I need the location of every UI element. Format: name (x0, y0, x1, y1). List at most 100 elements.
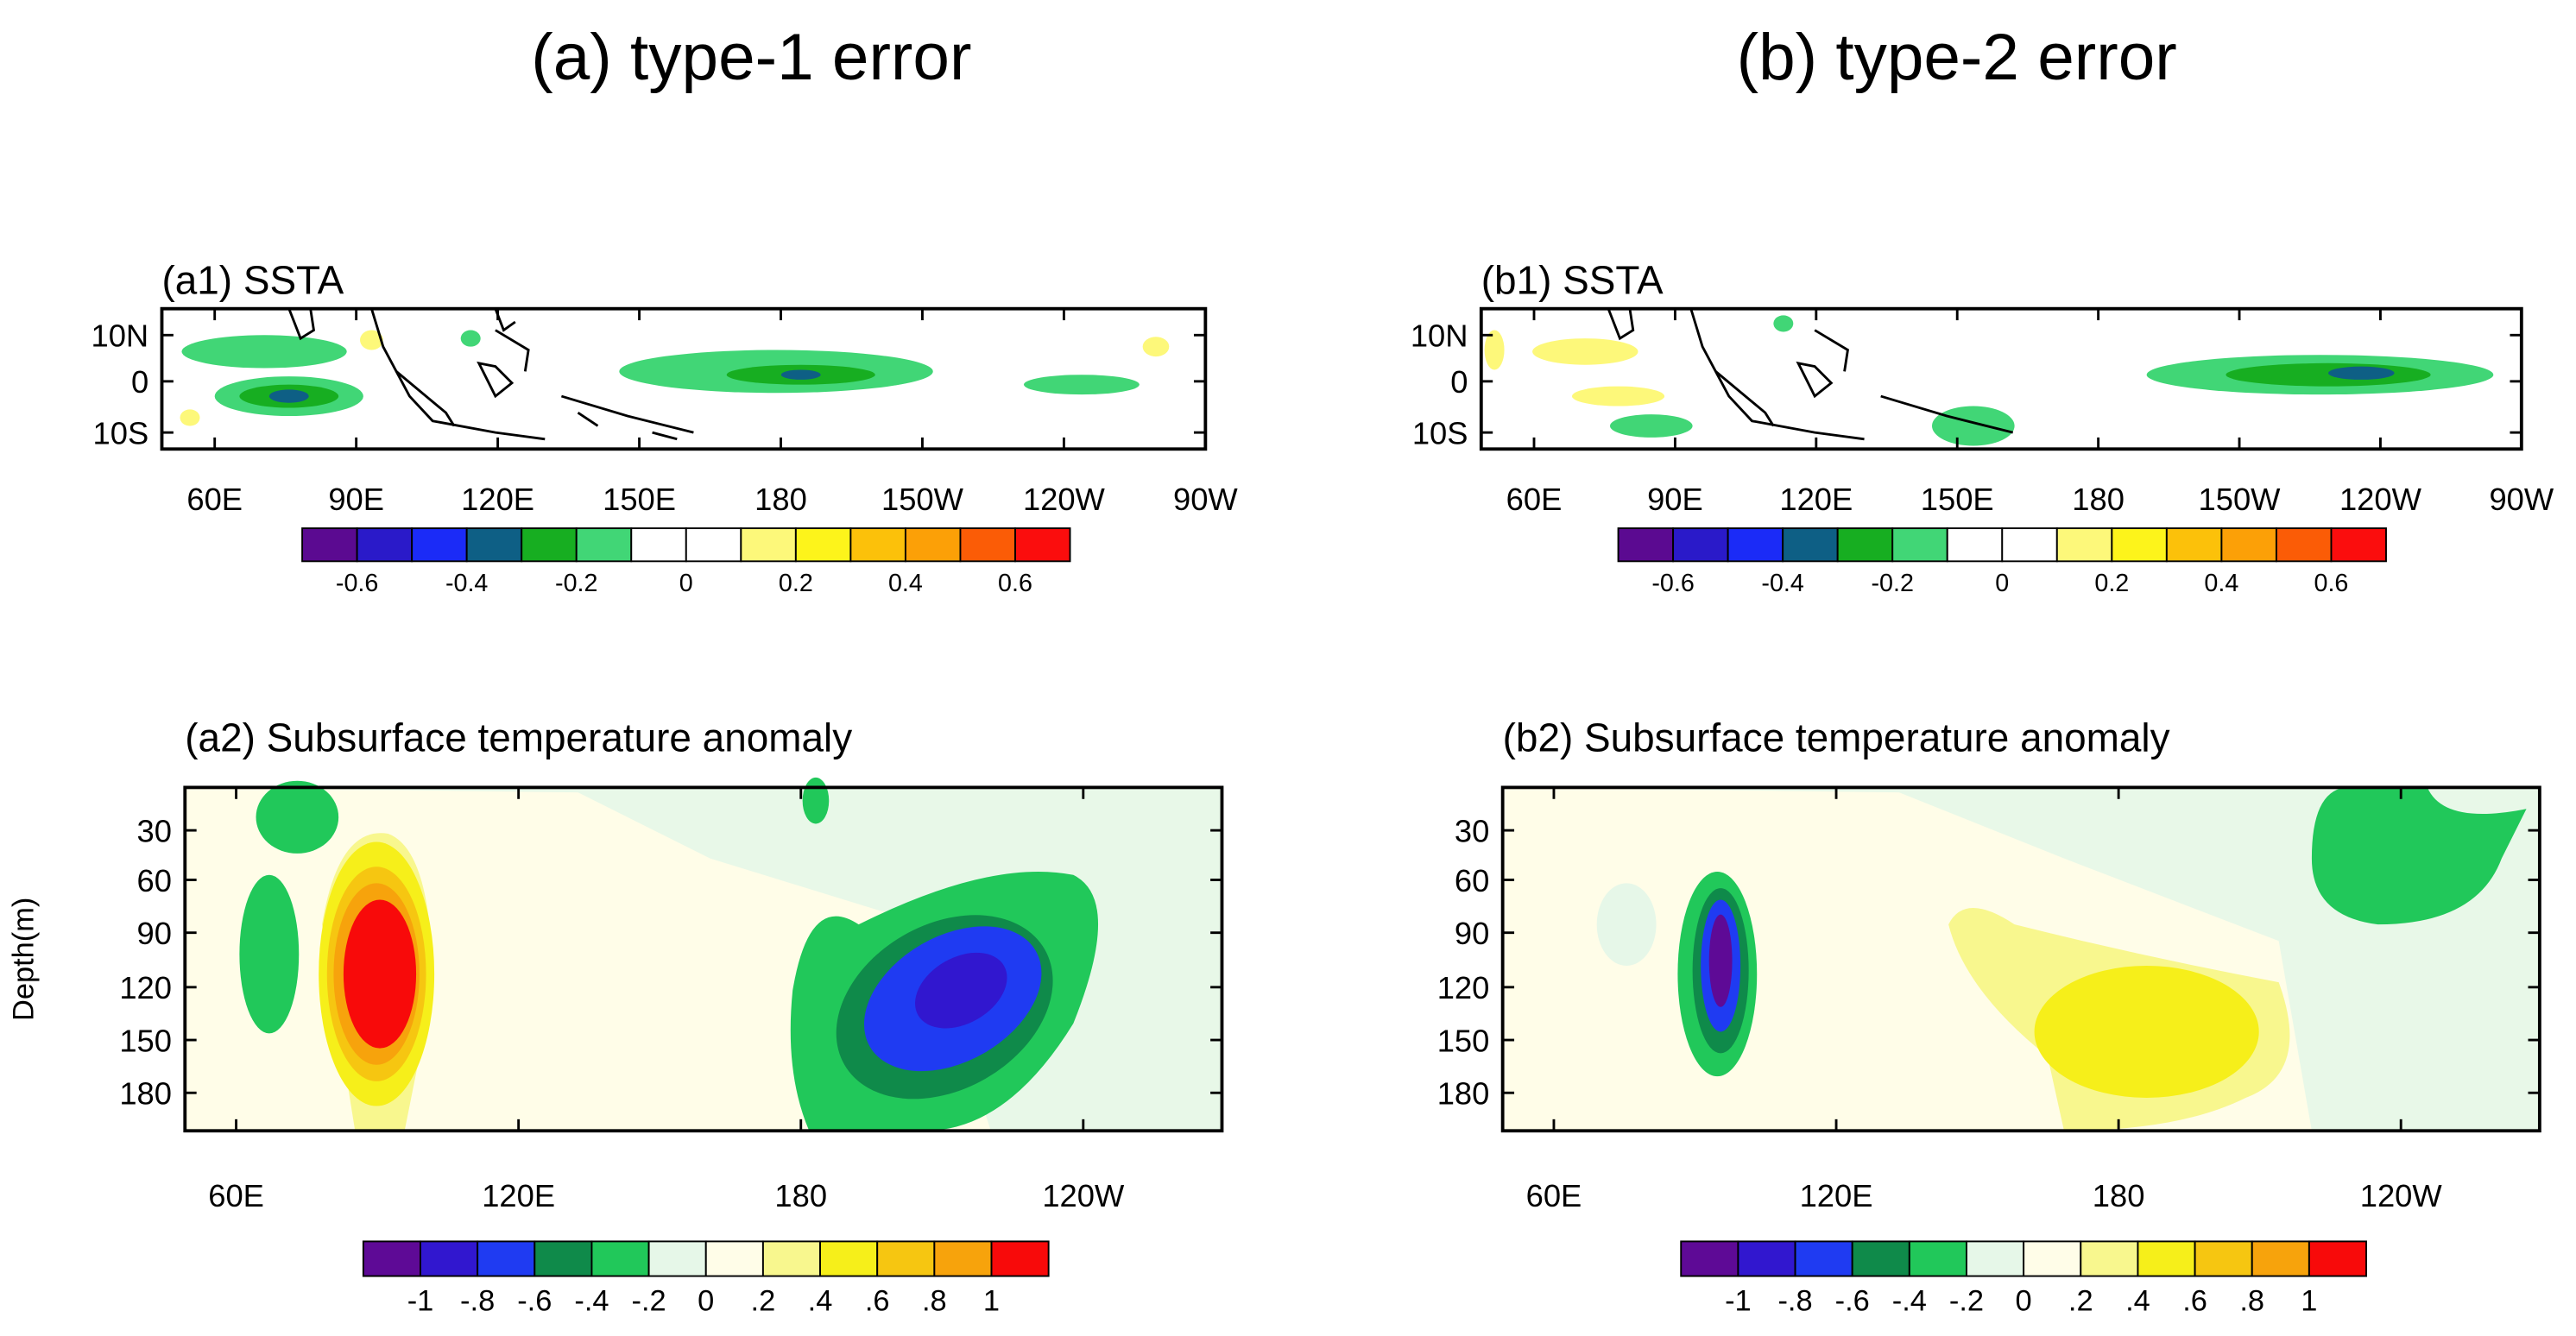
colorbar-box (819, 1240, 879, 1277)
colorbar-box (521, 527, 578, 563)
y-tick-label: 120 (119, 970, 172, 1005)
panel-title: (a2) Subsurface temperature anomaly (185, 715, 852, 759)
colorbar-label: -.8 (1777, 1285, 1812, 1318)
x-tick-label: 90E (328, 482, 384, 517)
colorbar-label: -.2 (632, 1285, 666, 1318)
colorbar-box (1891, 527, 1948, 563)
y-tick-label: 0 (1450, 364, 1468, 400)
colorbar-label: .4 (2125, 1285, 2150, 1318)
colorbar-label: 0.2 (779, 570, 813, 597)
colorbar-label: .2 (2068, 1285, 2093, 1318)
colorbar-box (1672, 527, 1729, 563)
coastline (287, 308, 694, 441)
y-tick-label: 60 (137, 863, 172, 898)
x-tick-label: 60E (1506, 482, 1563, 517)
x-tick-label: 150W (2199, 482, 2282, 517)
y-tick-label: 10S (93, 416, 149, 451)
figure-title: (a) type-1 error (531, 21, 971, 94)
contour-fill (1502, 787, 2540, 1131)
colorbar-label: -.6 (517, 1285, 552, 1318)
x-tick-label: 180 (774, 1178, 827, 1213)
x-tick-label: 120W (1023, 482, 1106, 517)
plot-frame (160, 306, 1208, 451)
y-tick-label: 150 (119, 1023, 172, 1058)
colorbar-label: 0.6 (2314, 570, 2349, 597)
colorbar-label: 0 (2016, 1285, 2032, 1318)
colorbar-box (904, 527, 962, 563)
colorbar-label: 0.4 (2204, 570, 2238, 597)
colorbar-box (849, 527, 906, 563)
colorbar-box (575, 527, 633, 563)
colorbar-box (1014, 527, 1071, 563)
colorbar-box (761, 1240, 822, 1277)
x-tick-label: 120E (1779, 482, 1853, 517)
colorbar-label: .2 (751, 1285, 776, 1318)
x-tick-label: 60E (208, 1178, 264, 1213)
y-tick-label: 90 (137, 916, 172, 951)
colorbar-box (990, 1240, 1050, 1277)
colorbar-box (2080, 1240, 2139, 1277)
x-tick-label: 180 (754, 482, 807, 517)
contour-fill (185, 777, 1222, 1131)
colorbar-label: 0.2 (2094, 570, 2129, 597)
colorbar-label: 0 (679, 570, 693, 597)
y-tick-label: 120 (1437, 970, 1490, 1005)
x-tick-label: 150E (1921, 482, 1994, 517)
y-tick-label: 90 (1455, 916, 1489, 951)
x-tick-label: 120E (1800, 1178, 1873, 1213)
colorbar-box (301, 527, 358, 563)
colorbar-box (1851, 1240, 1910, 1277)
colorbar-label: .6 (865, 1285, 890, 1318)
colorbar-box (740, 527, 797, 563)
colorbar-box (1727, 527, 1784, 563)
colorbar-box (1617, 527, 1675, 563)
colorbar-box (362, 1240, 421, 1277)
colorbar-box (1794, 1240, 1853, 1277)
x-tick-label: 150W (881, 482, 964, 517)
contour-fill (1484, 315, 2494, 446)
colorbar-label: 0 (1995, 570, 2009, 597)
colorbar-label: 1 (2301, 1285, 2317, 1318)
colorbar-box (959, 527, 1016, 563)
x-tick-label: 180 (2093, 1178, 2145, 1213)
plot-frame (1479, 306, 2523, 451)
colorbar-label: -.4 (574, 1285, 609, 1318)
colorbar-label: -.8 (460, 1285, 495, 1318)
panel-title: (a1) SSTA (161, 257, 344, 302)
colorbar-label: -.6 (1835, 1285, 1870, 1318)
y-tick-label: 10N (92, 318, 149, 354)
colorbar-box (794, 527, 852, 563)
colorbar-label: 0.4 (888, 570, 923, 597)
colorbar-box (2194, 1240, 2253, 1277)
colorbar-box (465, 527, 523, 563)
colorbar-box (2111, 527, 2168, 563)
colorbar-box (534, 1240, 593, 1277)
colorbar-box (1966, 1240, 2025, 1277)
x-tick-label: 120W (2360, 1178, 2443, 1213)
x-tick-label: 90E (1647, 482, 1703, 517)
colorbar-box (1836, 527, 1894, 563)
panel-title: (b2) Subsurface temperature anomaly (1503, 715, 2170, 759)
colorbar-box (1737, 1240, 1796, 1277)
colorbar-box (590, 1240, 650, 1277)
colorbar-box (2275, 527, 2333, 563)
colorbar-box (477, 1240, 536, 1277)
colorbar-label: .4 (808, 1285, 833, 1318)
colorbar-box (933, 1240, 993, 1277)
y-tick-label: 30 (1455, 814, 1489, 849)
y-tick-label: 10N (1411, 318, 1468, 354)
x-tick-label: 120W (2339, 482, 2422, 517)
x-tick-label: 60E (186, 482, 243, 517)
colorbar-label: 0.6 (998, 570, 1032, 597)
colorbar-label: -.2 (1949, 1285, 1984, 1318)
colorbar-label: -0.6 (336, 570, 378, 597)
x-tick-label: 120W (1042, 1178, 1125, 1213)
colorbar-box (356, 527, 414, 563)
colorbar-label: -1 (407, 1285, 434, 1318)
y-tick-label: 30 (137, 814, 172, 849)
colorbar-box (704, 1240, 764, 1277)
colorbar-box (411, 527, 468, 563)
colorbar-box (1782, 527, 1839, 563)
